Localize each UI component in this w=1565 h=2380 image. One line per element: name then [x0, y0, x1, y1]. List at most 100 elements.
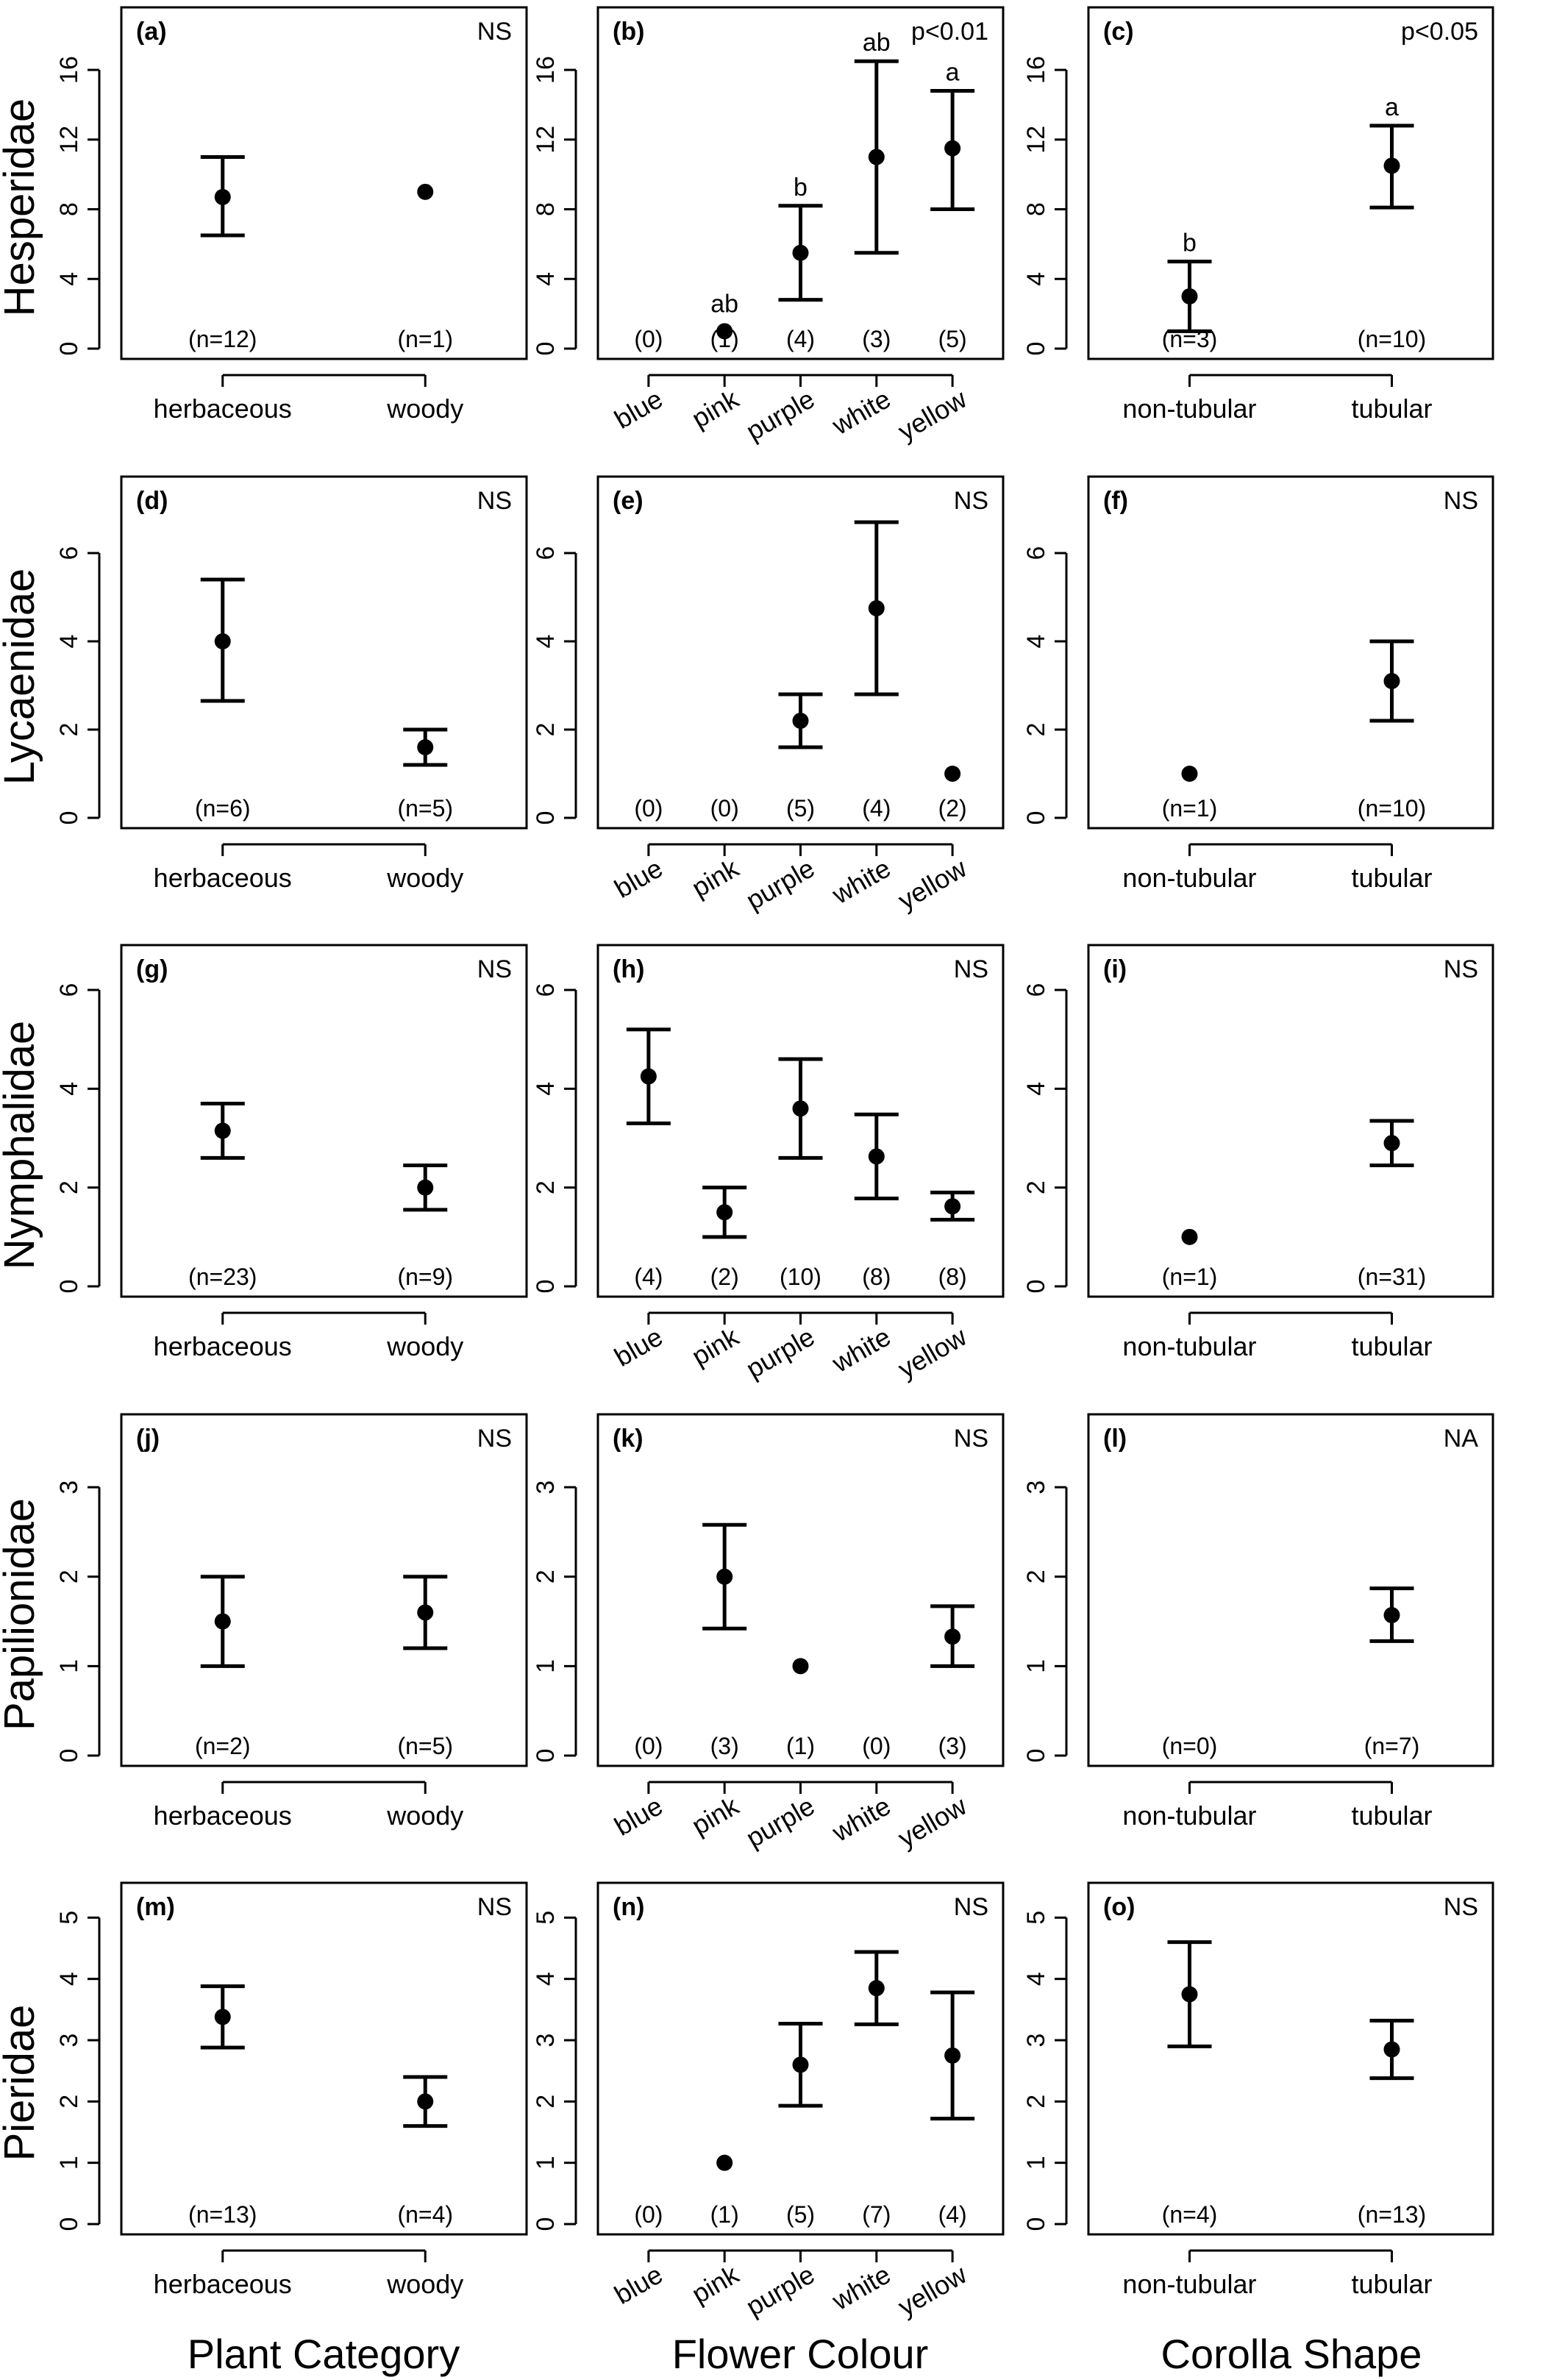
y-tick-label: 4 — [55, 272, 83, 286]
data-point — [1181, 1986, 1198, 2003]
y-tick-label: 3 — [55, 1481, 83, 1494]
y-tick-label: 2 — [55, 2095, 83, 2109]
sample-size-label: (8) — [938, 1264, 967, 1290]
x-tick-label: yellow — [893, 383, 972, 446]
significance-label: NA — [1444, 1425, 1479, 1453]
x-tick-label: blue — [609, 2259, 667, 2310]
x-tick-label: pink — [686, 1790, 744, 1841]
sample-size-label: (3) — [938, 1733, 967, 1759]
panel-m: 0 1 2 3 4 5 herbaceous (n=13) woody (n=4) (m) NS — [55, 1881, 528, 2299]
y-tick-label: 0 — [55, 811, 83, 825]
plot-frame — [120, 6, 528, 360]
sample-size-label: (1) — [710, 2201, 739, 2228]
data-point — [417, 183, 434, 200]
sample-size-label: (n=7) — [1364, 1733, 1420, 1759]
data-point — [1181, 288, 1198, 304]
x-tick-label: non-tubular — [1122, 1331, 1256, 1361]
x-tick-label: non-tubular — [1122, 2269, 1256, 2299]
y-tick-label: 4 — [1022, 1082, 1050, 1096]
y-tick-label: 2 — [55, 1570, 83, 1583]
y-tick-label: 5 — [55, 1911, 83, 1925]
x-tick-label: pink — [686, 1321, 744, 1372]
y-tick-label: 4 — [1022, 272, 1050, 286]
data-point — [417, 2093, 434, 2110]
column-label-flower-colour: Flower Colour — [672, 2331, 929, 2377]
data-point — [214, 188, 231, 205]
panel-e: 0 2 4 6 blue (0) pink (0) purple (5) white (4) yello… — [532, 475, 1005, 916]
y-tick-label: 0 — [55, 2217, 83, 2231]
sample-size-label: (n=23) — [188, 1264, 257, 1290]
y-tick-label: 4 — [532, 272, 560, 286]
x-tick-label: purple — [741, 852, 819, 916]
sample-size-label: (4) — [786, 326, 815, 352]
data-point — [1383, 1135, 1400, 1152]
significance-label: NS — [954, 487, 988, 515]
data-point — [214, 2009, 231, 2026]
data-point — [716, 323, 733, 340]
group-letter: b — [1183, 229, 1197, 257]
panel-letter: (m) — [136, 1893, 175, 1921]
panel-d: 0 2 4 6 herbaceous (n=6) woody (n=5) (d) NS — [55, 475, 528, 893]
sample-size-label: (4) — [634, 1264, 663, 1290]
panel-letter: (o) — [1103, 1893, 1135, 1921]
data-point — [716, 2154, 733, 2171]
data-point — [792, 1658, 809, 1675]
y-tick-label: 2 — [1022, 723, 1050, 737]
plot-frame — [120, 475, 528, 830]
x-tick-label: blue — [609, 852, 667, 904]
sample-size-label: (n=10) — [1358, 326, 1426, 352]
y-tick-label: 0 — [532, 2217, 560, 2231]
data-point — [716, 1568, 733, 1585]
group-letter: b — [794, 174, 808, 202]
panel-n: 0 1 2 3 4 5 blue (0) pink (1) purple (5) white (7) yel… — [532, 1881, 1005, 2322]
significance-label: NS — [1444, 955, 1478, 983]
sample-size-label: (0) — [710, 795, 739, 822]
sample-size-label: (5) — [786, 795, 815, 822]
sample-size-label: (0) — [634, 1733, 663, 1759]
y-tick-label: 1 — [1022, 1659, 1050, 1673]
y-tick-label: 0 — [55, 1280, 83, 1294]
sample-size-label: (0) — [862, 1733, 891, 1759]
y-tick-label: 3 — [532, 2034, 560, 2048]
significance-label: NS — [477, 1425, 512, 1453]
x-tick-label: white — [827, 383, 896, 441]
row-label-papilionidae: Papilionidae — [0, 1498, 43, 1731]
significance-label: NS — [1444, 1893, 1478, 1921]
x-tick-label: yellow — [893, 1321, 972, 1384]
y-tick-label: 0 — [532, 811, 560, 825]
y-tick-label: 0 — [1022, 1280, 1050, 1294]
sample-size-label: (4) — [938, 2201, 967, 2228]
y-tick-label: 12 — [532, 126, 560, 154]
panel-letter: (k) — [613, 1425, 644, 1453]
data-point — [792, 1100, 809, 1117]
data-point — [868, 600, 885, 616]
y-tick-label: 3 — [1022, 2034, 1050, 2048]
data-point — [1383, 1607, 1400, 1624]
x-tick-label: woody — [386, 393, 463, 424]
sample-size-label: (n=12) — [188, 326, 257, 352]
panel-letter: (f) — [1103, 487, 1128, 515]
y-tick-label: 8 — [55, 202, 83, 216]
panel-letter: (n) — [613, 1893, 644, 1921]
significance-label: NS — [954, 955, 988, 983]
group-letter: a — [1385, 93, 1399, 121]
x-tick-label: woody — [386, 1800, 463, 1831]
data-point — [214, 1122, 231, 1139]
plot-frame — [596, 1881, 1005, 2236]
x-tick-label: tubular — [1351, 1331, 1432, 1361]
y-tick-label: 4 — [55, 1082, 83, 1096]
x-tick-label: blue — [609, 1790, 667, 1842]
x-tick-label: woody — [386, 1331, 463, 1361]
data-point — [868, 1148, 885, 1165]
y-tick-label: 1 — [55, 1659, 83, 1673]
sample-size-label: (5) — [786, 2201, 815, 2228]
data-point — [1383, 673, 1400, 689]
y-tick-label: 4 — [1022, 1972, 1050, 1986]
panel-letter: (a) — [136, 18, 167, 46]
group-letter: ab — [863, 29, 891, 57]
plot-frame — [596, 6, 1005, 360]
plot-frame — [1087, 6, 1494, 360]
sample-size-label: (n=9) — [397, 1264, 453, 1290]
sample-size-label: (0) — [634, 326, 663, 352]
